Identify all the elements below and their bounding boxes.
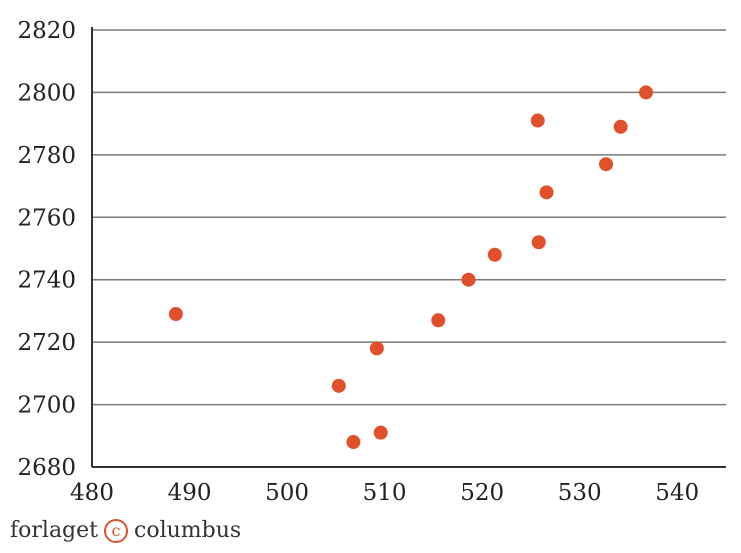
data-point xyxy=(639,85,654,100)
data-point xyxy=(431,313,446,328)
publisher-logo-symbol: c xyxy=(111,520,121,540)
x-tick-label-540: 540 xyxy=(655,480,699,506)
data-point xyxy=(539,185,554,200)
publisher-name-left: forlaget xyxy=(10,518,98,543)
x-tick-label-480: 480 xyxy=(70,480,114,506)
x-tick-label-490: 490 xyxy=(168,480,212,506)
x-tick-label-530: 530 xyxy=(558,480,602,506)
y-tick-label-2760: 2760 xyxy=(17,205,76,231)
data-point xyxy=(168,307,183,322)
data-point xyxy=(369,341,384,356)
y-tick-label-2720: 2720 xyxy=(17,330,76,356)
publisher-logo-icon: c xyxy=(104,518,128,543)
data-point xyxy=(331,378,346,393)
y-tick-labels: 2680 2700 2720 2740 2760 2780 2800 2820 xyxy=(17,18,76,481)
y-tick-label-2680: 2680 xyxy=(17,455,76,481)
y-tick-label-2800: 2800 xyxy=(17,80,76,106)
data-point xyxy=(487,247,502,262)
data-points xyxy=(168,85,654,450)
data-point xyxy=(373,425,388,440)
y-tick-label-2700: 2700 xyxy=(17,393,76,419)
y-tick-label-2740: 2740 xyxy=(17,268,76,294)
x-tick-labels: 480 490 500 510 520 530 540 xyxy=(70,480,699,506)
axes xyxy=(91,27,726,468)
x-tick-label-510: 510 xyxy=(363,480,407,506)
y-tick-label-2780: 2780 xyxy=(17,143,76,169)
x-tick-label-500: 500 xyxy=(265,480,309,506)
grid-lines xyxy=(92,29,726,406)
y-tick-label-2820: 2820 xyxy=(17,18,76,44)
data-point xyxy=(346,435,361,450)
data-point xyxy=(461,272,476,287)
x-tick-label-520: 520 xyxy=(460,480,504,506)
data-point xyxy=(530,113,545,128)
publisher-name-right: columbus xyxy=(134,518,242,543)
data-point xyxy=(599,157,614,172)
publisher-footer: forlaget c columbus xyxy=(10,518,241,543)
data-point xyxy=(531,235,546,250)
data-point xyxy=(613,119,628,134)
